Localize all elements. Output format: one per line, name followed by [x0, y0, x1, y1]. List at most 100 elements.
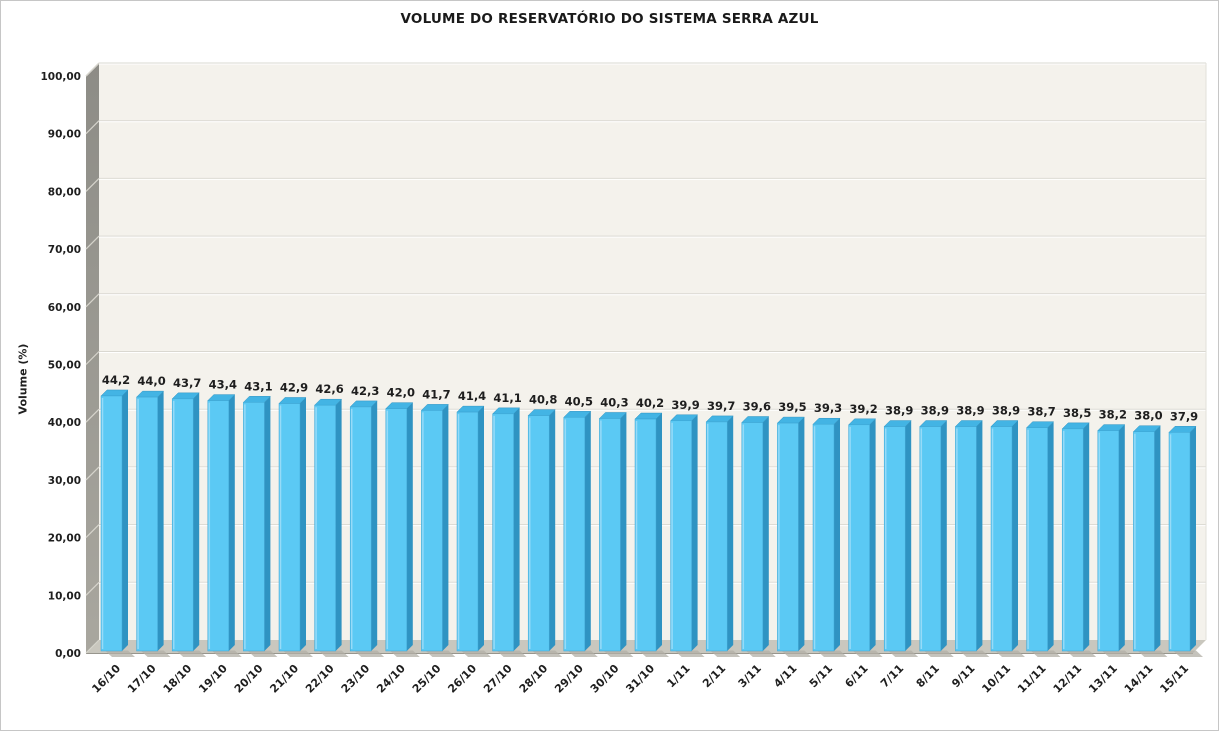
bar-side-face	[620, 412, 627, 651]
bar-front-face	[990, 426, 1013, 652]
bar-value-label: 38,7	[1027, 405, 1055, 419]
bar-front-face	[812, 423, 835, 652]
bar-value-label: 43,4	[209, 378, 237, 392]
x-tick-label: 22/10	[303, 662, 337, 696]
x-tick-label: 10/11	[979, 662, 1013, 696]
bar-shadow	[674, 650, 705, 657]
x-tick-label: 19/10	[196, 662, 230, 696]
bar-shadow	[425, 650, 456, 657]
bar-front-face	[848, 424, 870, 652]
bar-front-face	[1061, 428, 1084, 652]
y-tick-label: 50,00	[48, 360, 81, 372]
bar-shadow	[817, 650, 847, 657]
bar-side-face	[656, 413, 662, 651]
bar-value-label: 40,8	[529, 393, 557, 407]
x-tick-label: 12/11	[1051, 662, 1085, 696]
x-tick-label: 28/10	[517, 662, 551, 696]
bar-shadow	[1066, 650, 1097, 657]
x-tick-label: 20/10	[232, 662, 266, 696]
bar-side-face	[335, 399, 342, 651]
bar-shadow	[496, 650, 527, 657]
bar-side-face	[371, 400, 378, 651]
bar-side-face	[549, 409, 556, 651]
x-tick-label: 16/10	[89, 662, 123, 696]
bar-front-face	[100, 395, 123, 652]
bar-side-face	[1012, 420, 1018, 651]
bar-value-label: 44,2	[102, 373, 130, 387]
bar-front-face	[919, 426, 942, 652]
bar-side-face	[1118, 424, 1125, 651]
bar-front-face	[1168, 432, 1191, 652]
bar-value-label: 42,3	[351, 384, 379, 398]
bar-side-face	[691, 414, 698, 651]
bar-side-face	[1047, 421, 1054, 651]
x-tick-label: 9/11	[949, 662, 977, 690]
bar-shadow	[603, 650, 634, 657]
bar-side-face	[122, 389, 128, 651]
x-tick-label: 13/11	[1086, 662, 1120, 696]
bar-value-label: 44,0	[137, 374, 165, 388]
wall-tick	[85, 639, 100, 654]
bar-front-face	[1097, 430, 1120, 652]
bar-shadow	[995, 650, 1025, 657]
bar-shadow	[959, 650, 990, 657]
bar-shadow	[888, 650, 919, 657]
bar-value-label: 41,4	[458, 389, 486, 403]
wall-tick	[85, 293, 100, 308]
bar-front-face	[634, 418, 657, 652]
bar-shadow	[247, 650, 278, 657]
bar-value-label: 38,2	[1099, 408, 1127, 422]
bar-shadow	[745, 650, 776, 657]
bar-side-face	[300, 397, 306, 651]
x-tick-label: 4/11	[771, 662, 799, 690]
bar-side-face	[798, 417, 805, 651]
wall-tick	[85, 351, 100, 365]
x-tick-label: 3/11	[736, 662, 764, 690]
x-tick-label: 7/11	[878, 662, 906, 690]
wall-tick	[85, 524, 100, 539]
bar-shadow	[1173, 650, 1203, 657]
x-tick-label: 2/11	[700, 662, 728, 690]
bar-side-face	[869, 418, 876, 651]
bar-front-face	[314, 404, 336, 652]
y-tick-label: 0,00	[55, 648, 81, 660]
bar-front-face	[421, 410, 443, 652]
bar-shadow	[639, 650, 669, 657]
bar-side-face	[1083, 422, 1090, 651]
bar-front-face	[599, 418, 621, 652]
x-tick-label: 23/10	[339, 662, 373, 696]
wall-tick	[85, 408, 100, 423]
bar-shadow	[1030, 650, 1061, 657]
bar-side-face	[834, 418, 840, 651]
x-tick-label: 24/10	[374, 662, 408, 696]
x-tick-label: 6/11	[842, 662, 870, 690]
bar-side-face	[727, 415, 734, 651]
bar-value-label: 42,9	[280, 380, 308, 394]
bar-value-label: 39,2	[849, 402, 877, 416]
bar-shadow	[211, 650, 242, 657]
bar-side-face	[940, 420, 947, 651]
bar-side-face	[976, 420, 983, 651]
chart-title: VOLUME DO RESERVATÓRIO DO SISTEMA SERRA …	[400, 11, 819, 27]
wall-tick	[85, 581, 100, 596]
y-tick-label: 90,00	[48, 129, 81, 141]
y-tick-label: 80,00	[48, 186, 81, 198]
bar-side-face	[193, 392, 200, 651]
bar-value-label: 38,9	[921, 404, 949, 418]
bar-front-face	[563, 417, 586, 652]
bar-front-face	[670, 420, 692, 652]
bar-value-label: 39,6	[743, 400, 771, 414]
bar-value-label: 38,5	[1063, 406, 1091, 420]
bar-front-face	[705, 421, 728, 652]
y-tick-label: 30,00	[48, 475, 81, 487]
bar-side-face	[228, 394, 235, 651]
bar-value-label: 41,1	[493, 391, 521, 405]
wall-tick	[85, 120, 100, 135]
x-tick-label: 25/10	[410, 662, 444, 696]
bar-value-label: 43,7	[173, 376, 201, 390]
bar-front-face	[883, 426, 906, 652]
x-tick-label: 14/11	[1122, 662, 1156, 696]
bar-front-face	[1026, 427, 1048, 652]
x-tick-label: 21/10	[267, 662, 301, 696]
bar-front-face	[456, 411, 479, 652]
